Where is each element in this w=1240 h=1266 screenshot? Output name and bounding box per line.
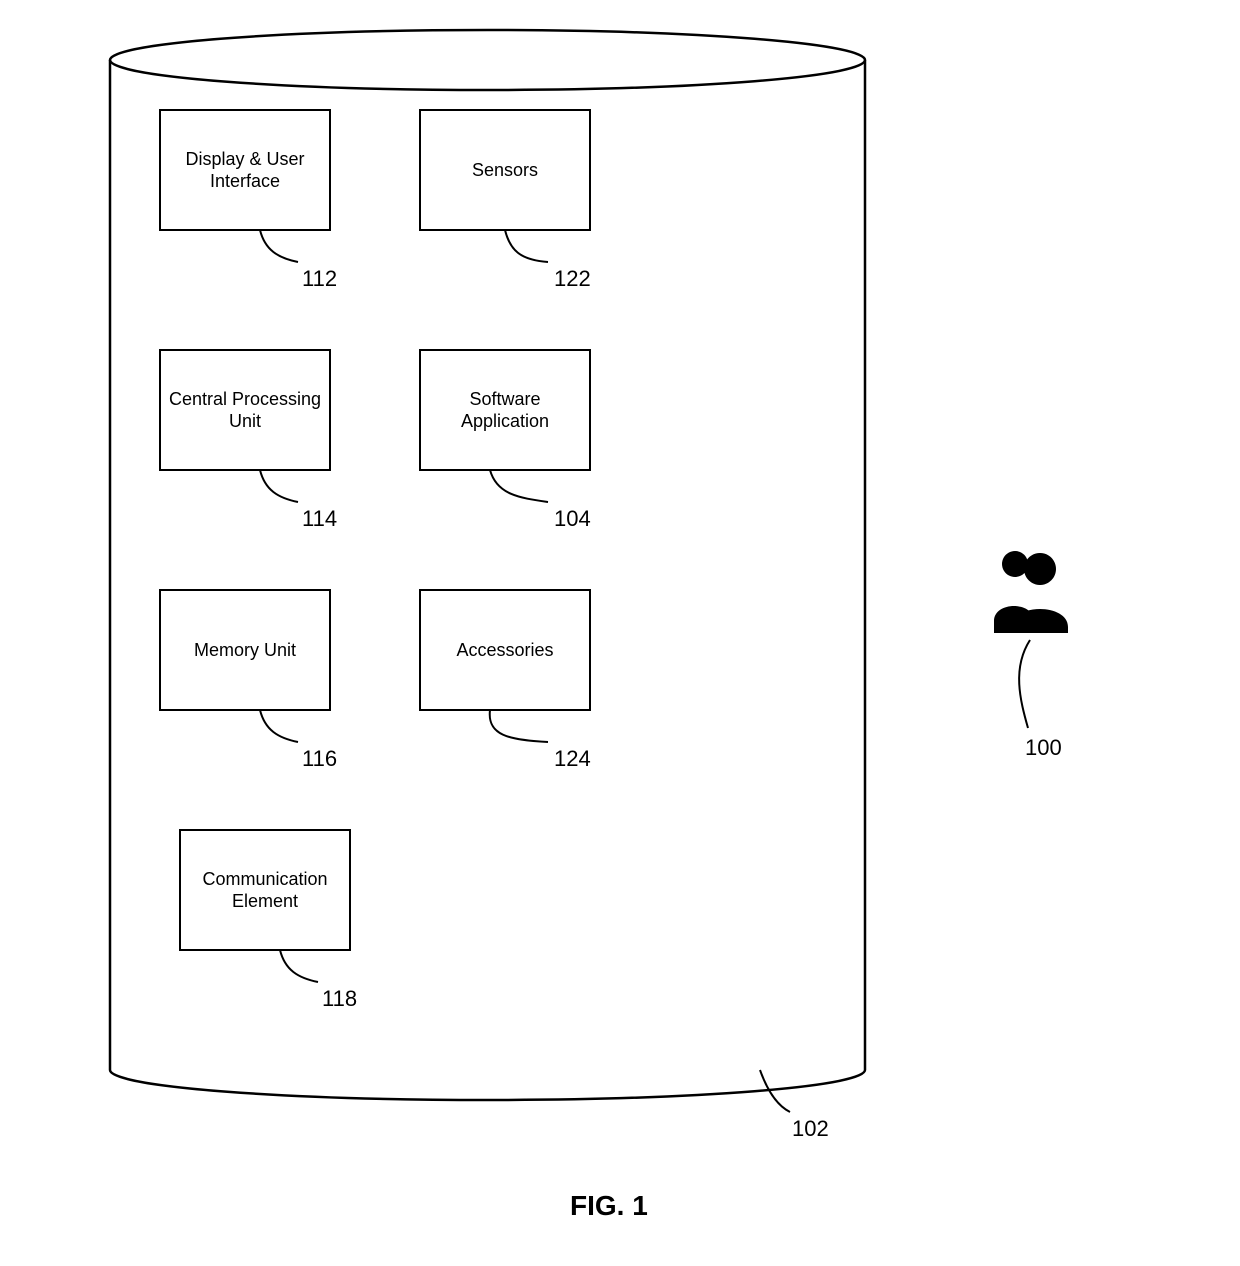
block-display-ref: 112 bbox=[302, 266, 337, 292]
figure-title: FIG. 1 bbox=[570, 1190, 648, 1222]
block-memory-ref: 116 bbox=[302, 746, 337, 772]
users-icon bbox=[994, 551, 1068, 633]
block-comm-label: Communication Element bbox=[180, 830, 350, 950]
block-sensors-ref: 122 bbox=[554, 266, 591, 292]
block-cpu-label: Central Processing Unit bbox=[160, 350, 330, 470]
users-ref: 100 bbox=[1025, 735, 1062, 761]
block-accessories-ref: 124 bbox=[554, 746, 591, 772]
block-sensors-label: Sensors bbox=[420, 110, 590, 230]
block-software-ref: 104 bbox=[554, 506, 591, 532]
diagram-page: 102 Display & User Interface 112 Sensors 122… bbox=[0, 0, 1240, 1266]
block-cpu-ref: 114 bbox=[302, 506, 337, 532]
block-display-label: Display & User Interface bbox=[160, 110, 330, 230]
block-memory-label: Memory Unit bbox=[160, 590, 330, 710]
block-accessories-label: Accessories bbox=[420, 590, 590, 710]
container-ref: 102 bbox=[792, 1116, 829, 1142]
block-comm-ref: 118 bbox=[322, 986, 357, 1012]
block-software-label: Software Application bbox=[420, 350, 590, 470]
